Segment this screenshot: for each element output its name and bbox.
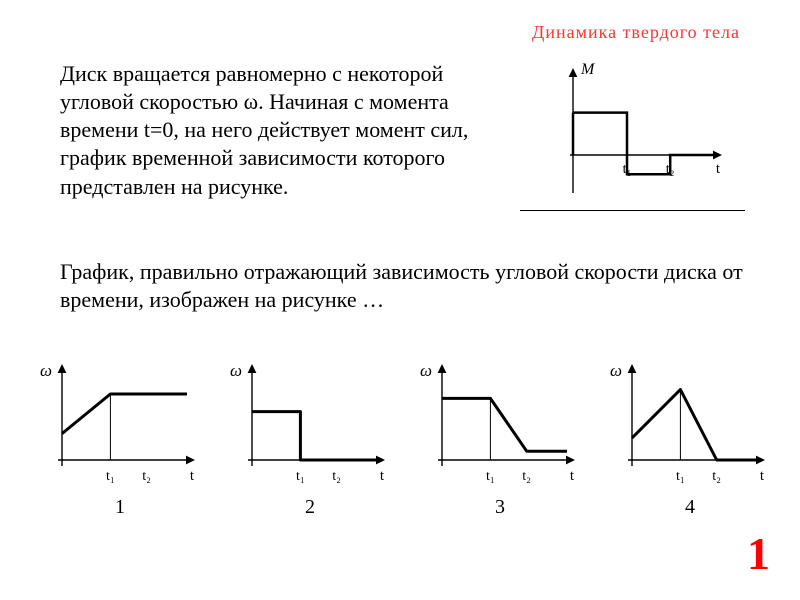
svg-text:t₂: t₂: [712, 469, 721, 484]
svg-text:t₁: t₁: [106, 469, 115, 484]
svg-text:t₁: t₁: [623, 162, 632, 177]
option-2: ω t t₁ t₂ 2: [220, 352, 400, 519]
option-4-label: 4: [600, 496, 780, 519]
option-2-label: 2: [220, 496, 400, 519]
svg-text:t: t: [760, 468, 765, 484]
option-1: ω t t₁ t₂ 1: [30, 352, 210, 519]
svg-text:t₂: t₂: [666, 162, 675, 177]
option-3: ω t t₁ t₂ 3: [410, 352, 590, 519]
svg-text:t₁: t₁: [676, 469, 685, 484]
svg-text:t₂: t₂: [142, 469, 151, 484]
svg-text:t₁: t₁: [296, 469, 305, 484]
svg-text:t₂: t₂: [522, 469, 531, 484]
svg-text:t: t: [570, 468, 575, 484]
answer-options: ω t t₁ t₂ 1 ω t t₁ t₂ 2 ω t t₁ t₂ 3 ω t t₁ t₂ 4: [30, 352, 780, 519]
svg-text:ω: ω: [40, 361, 52, 380]
option-1-label: 1: [30, 496, 210, 519]
main-figure-underline: [520, 210, 745, 211]
problem-text-top: Диск вращается равномерно с некоторой уг…: [60, 60, 490, 201]
svg-text:t: t: [716, 161, 721, 177]
svg-text:ω: ω: [610, 361, 622, 380]
answer-number: 1: [747, 527, 770, 580]
svg-text:ω: ω: [230, 361, 242, 380]
page-header: Динамика твердого тела: [532, 22, 740, 43]
problem-text-bottom: График, правильно отражающий зависимость…: [60, 258, 750, 314]
option-4: ω t t₁ t₂ 4: [600, 352, 780, 519]
svg-text:t₁: t₁: [486, 469, 495, 484]
svg-text:t: t: [190, 468, 195, 484]
svg-text:ω: ω: [420, 361, 432, 380]
svg-text:M: M: [580, 61, 596, 78]
svg-text:t₂: t₂: [332, 469, 341, 484]
main-figure: Mt t₁ t₂: [535, 55, 735, 210]
svg-text:t: t: [380, 468, 385, 484]
option-3-label: 3: [410, 496, 590, 519]
